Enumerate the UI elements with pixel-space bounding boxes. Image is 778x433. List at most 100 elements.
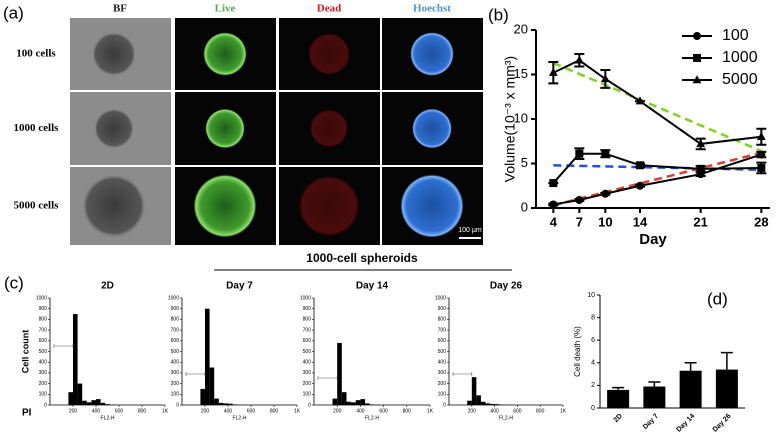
x-tick-label: 14 xyxy=(633,214,648,229)
histogram-bar xyxy=(77,383,83,405)
y-tick-label: 600 xyxy=(438,338,447,344)
x-axis-label: FL2-H xyxy=(365,415,379,421)
panel-label: (a) xyxy=(3,3,24,22)
x-axis-label: FL2-H xyxy=(499,415,513,421)
histogram-bar xyxy=(228,403,233,405)
histogram-bar xyxy=(214,398,219,405)
y-tick-label: 200 xyxy=(438,381,447,387)
y-tick-label: 200 xyxy=(39,381,48,387)
y-tick-label: 8 xyxy=(591,314,595,321)
x-tick-label: 1K xyxy=(162,408,169,414)
x-tick-label: 400 xyxy=(92,408,101,414)
y-tick-label: 500 xyxy=(171,349,180,355)
marker xyxy=(600,74,610,83)
bar xyxy=(679,370,702,408)
y-tick-label: 900 xyxy=(39,306,48,312)
panel-label: (b) xyxy=(488,5,509,24)
panel-label: (c) xyxy=(4,273,24,292)
gate-marker xyxy=(53,344,74,348)
plot-frame xyxy=(313,298,430,406)
y-tick-label: 1000 xyxy=(36,295,47,301)
x-tick-label: 200 xyxy=(201,408,210,414)
histogram-bar xyxy=(223,403,228,405)
x-tick-label: 600 xyxy=(513,408,522,414)
y-tick-label: 600 xyxy=(39,338,48,344)
y-tick-label: 800 xyxy=(171,317,180,323)
histogram-bar xyxy=(476,395,481,405)
y-tick-label: 300 xyxy=(39,370,48,376)
x-tick-label: 10 xyxy=(598,214,612,229)
y-axis-label: Cell death (%) xyxy=(573,326,582,377)
legend-label: 5000 xyxy=(722,71,758,88)
histogram-bar xyxy=(91,400,96,405)
x-tick-label: Day 14 xyxy=(675,413,696,433)
y-tick-label: 900 xyxy=(303,306,312,312)
plot-frame xyxy=(49,298,165,406)
histogram-bar xyxy=(355,400,361,405)
y-tick-label: 600 xyxy=(303,338,312,344)
histogram-bar xyxy=(351,402,356,405)
histogram-bar xyxy=(467,400,472,405)
corner-label: PI xyxy=(22,408,32,419)
x-tick-label: 2D xyxy=(613,413,624,424)
marker xyxy=(696,139,706,148)
y-tick-label: 700 xyxy=(438,327,447,333)
y-tick-label: 400 xyxy=(303,360,312,366)
x-tick-label: 800 xyxy=(536,408,545,414)
marker xyxy=(548,67,558,76)
y-tick-label: 0 xyxy=(44,402,47,408)
marker xyxy=(636,181,644,190)
marker xyxy=(696,164,705,173)
y-tick-label: 700 xyxy=(171,327,180,333)
histogram-bar xyxy=(360,399,366,405)
error-bar xyxy=(612,386,625,390)
plot-frame xyxy=(181,298,297,406)
marker xyxy=(757,150,766,159)
x-tick-label: 400 xyxy=(224,408,233,414)
bar xyxy=(643,386,666,408)
spheroid xyxy=(309,108,349,149)
x-tick-label: 7 xyxy=(576,214,583,229)
x-tick-label: 800 xyxy=(138,408,147,414)
histogram-bar xyxy=(82,400,87,405)
row-label: 100 cells xyxy=(16,48,56,60)
plot-frame xyxy=(448,298,563,406)
error-bar xyxy=(648,381,661,387)
y-tick-label: 400 xyxy=(438,360,447,366)
histogram-title: Day 14 xyxy=(356,281,389,292)
histogram-bar xyxy=(218,402,224,405)
x-tick-label: 800 xyxy=(270,408,279,414)
trend-line xyxy=(553,151,762,207)
y-tick-label: 900 xyxy=(171,306,180,312)
y-tick-label: 300 xyxy=(438,370,447,376)
y-tick-label: 6 xyxy=(591,337,595,344)
histogram-bar xyxy=(96,399,101,405)
bar xyxy=(607,389,630,408)
column-header: BF xyxy=(113,3,127,15)
y-tick-label: 1000 xyxy=(300,295,311,301)
y-tick-label: 5 xyxy=(521,155,528,170)
x-axis-label: FL2-H xyxy=(101,415,115,421)
y-tick-label: 0 xyxy=(521,199,528,214)
y-tick-label: 800 xyxy=(438,317,447,323)
gate-marker xyxy=(452,372,473,376)
x-tick-label: 1K xyxy=(294,408,301,414)
x-tick-label: 200 xyxy=(333,408,342,414)
marker xyxy=(692,75,702,84)
x-tick-label: 400 xyxy=(490,408,499,414)
spheroid xyxy=(412,108,452,149)
histogram-bar xyxy=(337,342,342,405)
x-tick-label: 600 xyxy=(379,408,388,414)
marker xyxy=(636,161,644,170)
y-tick-label: 200 xyxy=(171,381,180,387)
histogram-bar xyxy=(332,398,338,405)
x-tick-label: 800 xyxy=(403,408,412,414)
spheroid xyxy=(410,32,454,76)
marker xyxy=(575,195,584,204)
spheroid xyxy=(82,174,146,238)
y-tick-label: 200 xyxy=(303,381,312,387)
marker xyxy=(756,132,766,140)
histogram-bar xyxy=(73,314,78,405)
histogram-bar xyxy=(341,392,347,405)
